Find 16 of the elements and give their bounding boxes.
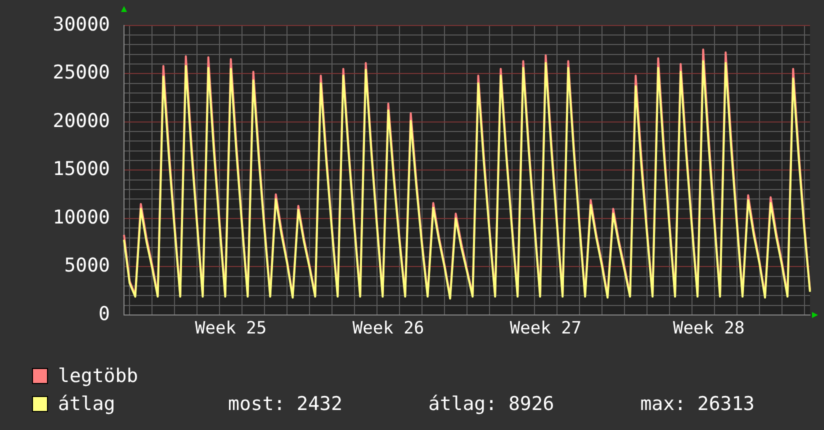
y-tick-label: 5000 [64,254,110,277]
text: max: 26313 [640,393,755,415]
y-tick-label: 25000 [52,62,110,84]
legend-label: átlag [58,393,116,415]
x-tick-label: Week 25 [195,318,267,339]
x-tick-label: Week 28 [672,318,745,339]
text: átlag: 8926 [428,393,554,415]
text: most: 2432 [228,393,342,415]
y-tick-label: 15000 [52,158,110,180]
y-tick-label: 10000 [52,206,110,228]
y-tick-label: 20000 [52,110,110,132]
y-tick-label: 30000 [52,13,110,36]
y-tick-label: 0 [98,302,110,325]
x-tick-label: Week 27 [510,318,582,339]
x-tick-label: Week 26 [352,318,424,339]
legend-label: legtöbb [58,365,140,387]
